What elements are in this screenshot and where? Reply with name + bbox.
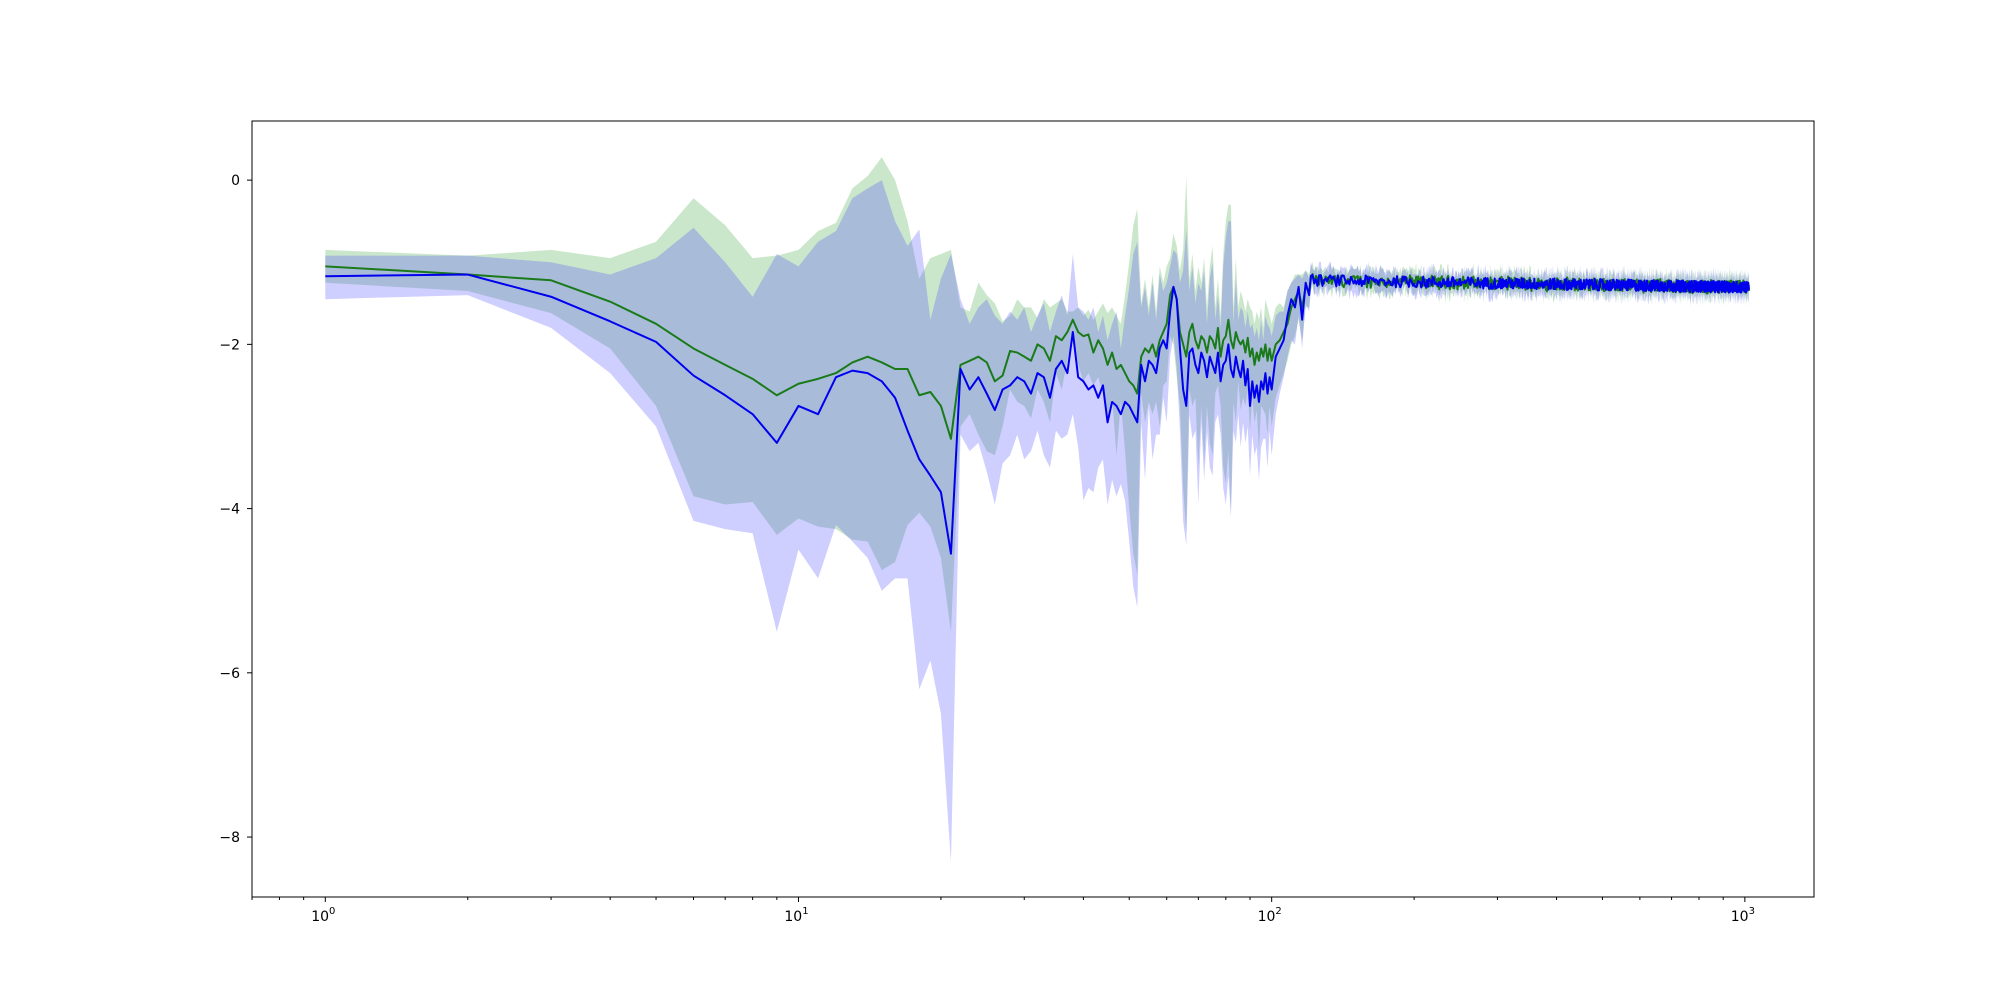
blue-series-line	[325, 273, 1750, 555]
plot-area	[325, 157, 1750, 862]
x-tick-label: 102	[1258, 906, 1282, 925]
y-tick-label: −2	[219, 337, 240, 353]
axis-ticks: 0 −2 −4 −6 −8 100 101 102 103	[219, 173, 1755, 925]
x-tick-label: 103	[1731, 906, 1755, 925]
blue-confidence-band	[325, 180, 1749, 862]
y-tick-label: −8	[219, 830, 240, 846]
green-confidence-band	[325, 157, 1749, 632]
x-tick-label: 100	[311, 906, 335, 925]
y-tick-label: −6	[219, 666, 240, 682]
y-tick-label: 0	[231, 173, 240, 189]
x-tick-label: 101	[784, 906, 808, 925]
y-tick-label: −4	[219, 502, 240, 518]
